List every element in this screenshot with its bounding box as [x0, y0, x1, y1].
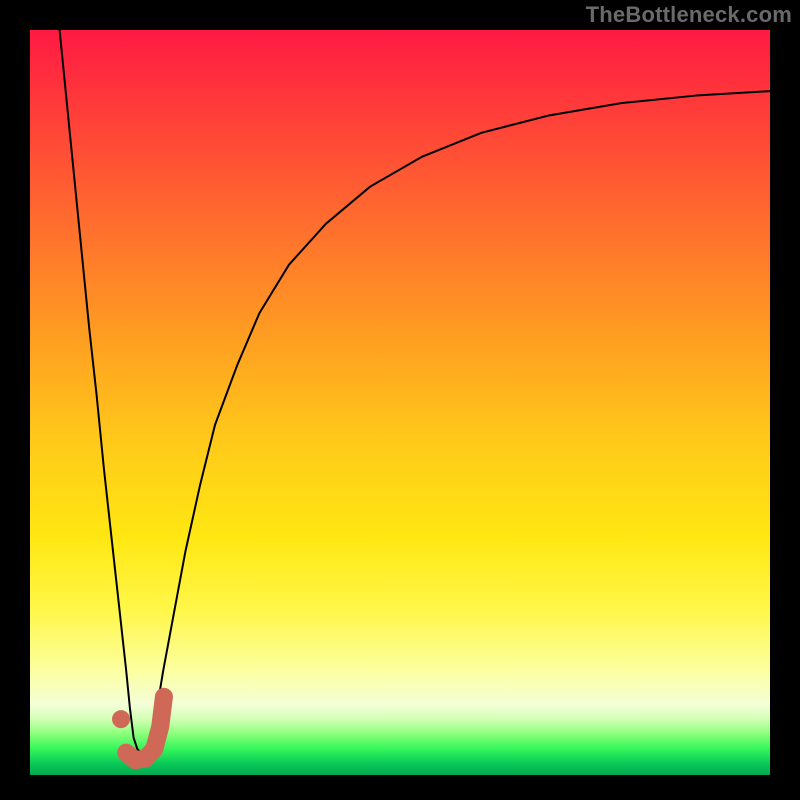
plot-area — [30, 30, 770, 775]
bottleneck-curve-path — [60, 30, 770, 753]
j-marker-dot — [112, 710, 130, 728]
chart-root: TheBottleneck.com — [0, 0, 800, 800]
watermark-text: TheBottleneck.com — [586, 2, 792, 28]
curve-layer — [30, 30, 770, 775]
